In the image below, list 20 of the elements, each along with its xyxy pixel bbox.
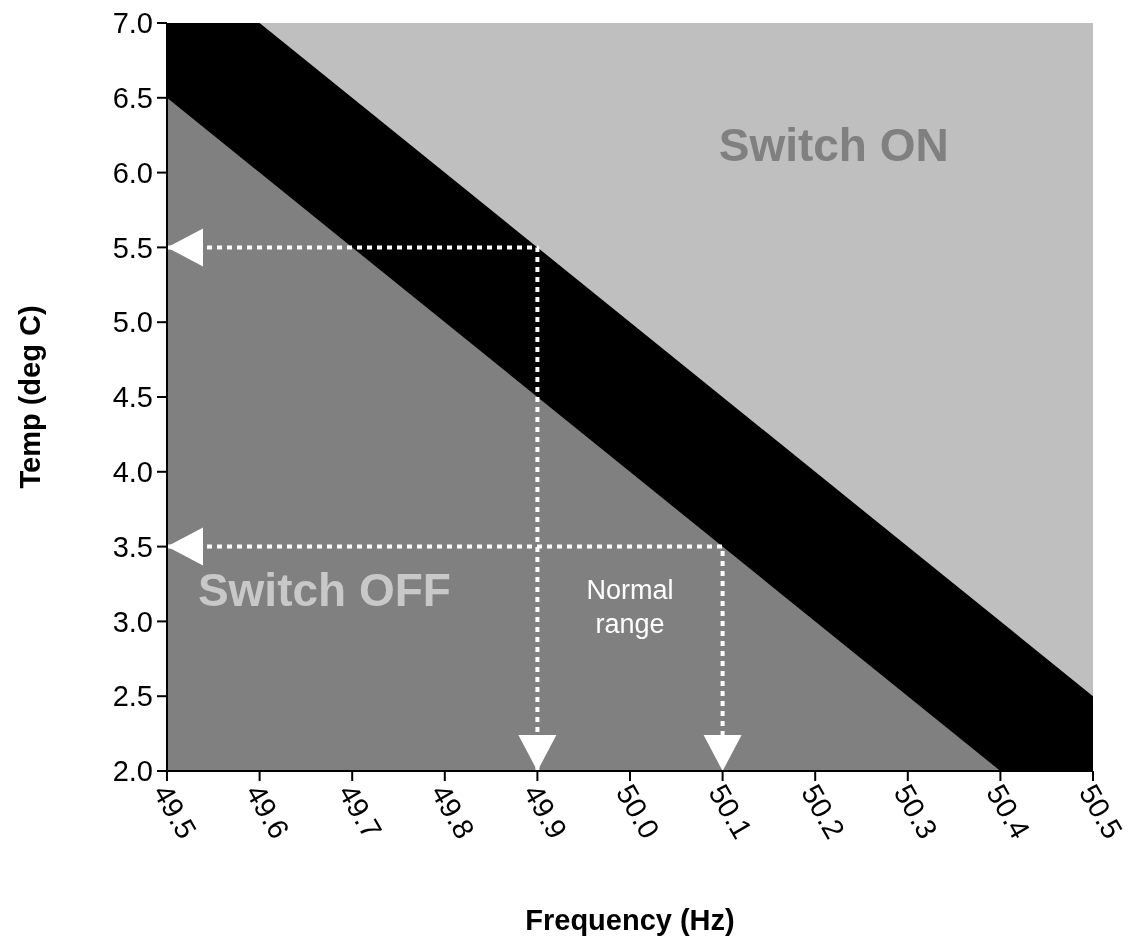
annotation: Switch ON: [718, 119, 949, 172]
x-axis-title: Frequency (Hz): [525, 904, 735, 936]
y-tick-label: 2.0: [112, 755, 153, 788]
x-tick-label: 49.7: [332, 779, 389, 844]
y-tick-label: 3.5: [112, 530, 153, 563]
x-tick-label: 49.6: [239, 779, 296, 844]
y-tick-label: 6.5: [112, 81, 153, 114]
y-tick-label: 5.0: [112, 306, 153, 339]
y-axis-title: Temp (deg C): [14, 305, 46, 489]
y-tick-label: 3.0: [112, 605, 153, 638]
y-tick-label: 2.5: [112, 680, 153, 713]
annotation: Normal range: [586, 574, 674, 639]
annotation: Switch OFF: [197, 564, 451, 617]
x-tick-label: 49.9: [517, 779, 574, 844]
y-tick-label: 4.5: [112, 381, 153, 414]
y-tick-label: 4.0: [112, 455, 153, 488]
x-tick-label: 49.8: [424, 779, 481, 844]
y-tick-label: 5.5: [112, 231, 153, 264]
y-tick-label: 6.0: [112, 156, 153, 189]
y-tick-label: 7.0: [112, 7, 153, 40]
